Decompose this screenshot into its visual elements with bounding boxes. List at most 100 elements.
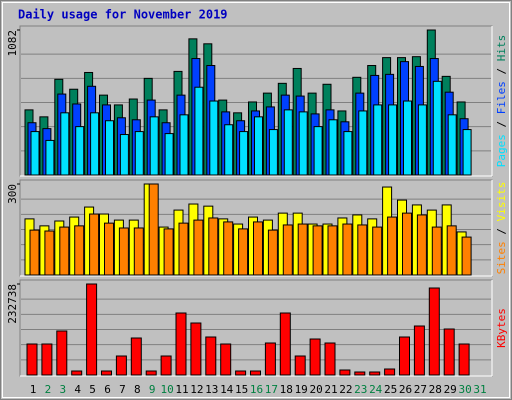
bar (75, 126, 85, 176)
bar (105, 120, 114, 176)
bar (253, 221, 263, 276)
bar (384, 368, 396, 376)
bar (60, 112, 70, 176)
x-tick-label: 12 (190, 383, 203, 396)
x-tick-label: 28 (429, 383, 442, 396)
bar (264, 342, 276, 376)
bar (254, 116, 263, 176)
bar (224, 124, 234, 176)
bar (208, 217, 219, 276)
bar (29, 229, 40, 276)
bar (458, 343, 470, 376)
bar (387, 216, 398, 276)
legend-entry: Pages (495, 134, 508, 167)
bar (402, 212, 412, 276)
bar (209, 100, 219, 176)
x-tick-label: 2 (45, 383, 52, 396)
bar (443, 328, 455, 376)
bar (313, 126, 323, 176)
bar (178, 222, 189, 276)
bar (175, 312, 187, 376)
legend: Pages / Files / Hits (495, 35, 508, 168)
legend: Sites / Visits (495, 182, 508, 275)
bar (59, 226, 70, 276)
bar (369, 371, 381, 376)
x-tick-label: 7 (119, 383, 126, 396)
bar (283, 109, 293, 176)
bar (44, 230, 55, 276)
bar (298, 111, 308, 176)
bar (431, 226, 442, 276)
x-tick-label: 1 (30, 383, 37, 396)
bar (403, 100, 412, 176)
x-tick-label: 5 (89, 383, 96, 396)
bar (372, 226, 383, 276)
x-tick-label: 27 (414, 383, 427, 396)
bar (190, 322, 202, 376)
x-tick-label: 30 (458, 383, 471, 396)
bar (327, 225, 338, 276)
bar (130, 337, 142, 376)
bar (239, 131, 249, 176)
x-tick-label: 10 (160, 383, 173, 396)
bar (354, 371, 366, 376)
bar (223, 221, 234, 276)
legend-entry: Sites (495, 241, 508, 274)
bar (373, 104, 383, 176)
x-tick-label: 20 (309, 383, 322, 396)
bar (89, 213, 100, 276)
bar (90, 112, 100, 176)
bar (268, 129, 278, 176)
bar (119, 134, 129, 176)
x-tick-label: 29 (444, 383, 457, 396)
x-tick-label: 11 (175, 383, 188, 396)
x-tick-label: 6 (104, 383, 111, 396)
y-tick-label: 232738 (6, 284, 19, 324)
bar (357, 224, 368, 276)
bar (428, 287, 440, 376)
bar (45, 139, 55, 176)
bar (324, 342, 336, 376)
bar (416, 214, 427, 276)
bar (145, 370, 157, 376)
bar (446, 225, 457, 276)
x-tick-label: 15 (235, 383, 248, 396)
bar (297, 223, 308, 276)
x-tick-label: 13 (205, 383, 218, 396)
bar (343, 131, 353, 176)
y-tick-label: 1082 (6, 30, 19, 57)
x-tick-label: 3 (59, 383, 66, 396)
x-tick-label: 8 (134, 383, 141, 396)
legend-separator: / (495, 114, 508, 134)
bar (30, 131, 40, 176)
bar (160, 355, 172, 376)
bar (358, 110, 368, 176)
legend-separator: / (495, 61, 508, 81)
bar (250, 370, 261, 376)
bar (163, 228, 174, 276)
chart-title: Daily usage for November 2019 (18, 8, 228, 22)
y-tick-label: 300 (6, 184, 19, 204)
bar (74, 225, 85, 276)
bar (179, 114, 189, 176)
bar (149, 116, 159, 176)
bar (328, 119, 338, 176)
bar (447, 114, 457, 176)
bar (104, 222, 114, 276)
x-tick-label: 14 (220, 383, 234, 396)
legend-separator: / (495, 221, 508, 241)
bar (413, 325, 425, 376)
bar (56, 330, 68, 376)
bar (399, 336, 410, 376)
x-tick-label: 17 (265, 383, 278, 396)
bar (118, 227, 129, 276)
bar (71, 370, 83, 376)
bar (86, 283, 98, 376)
bar (282, 224, 293, 276)
bar (312, 225, 323, 276)
x-tick-label: 4 (74, 383, 81, 396)
bar (294, 355, 306, 376)
bar (309, 338, 321, 376)
